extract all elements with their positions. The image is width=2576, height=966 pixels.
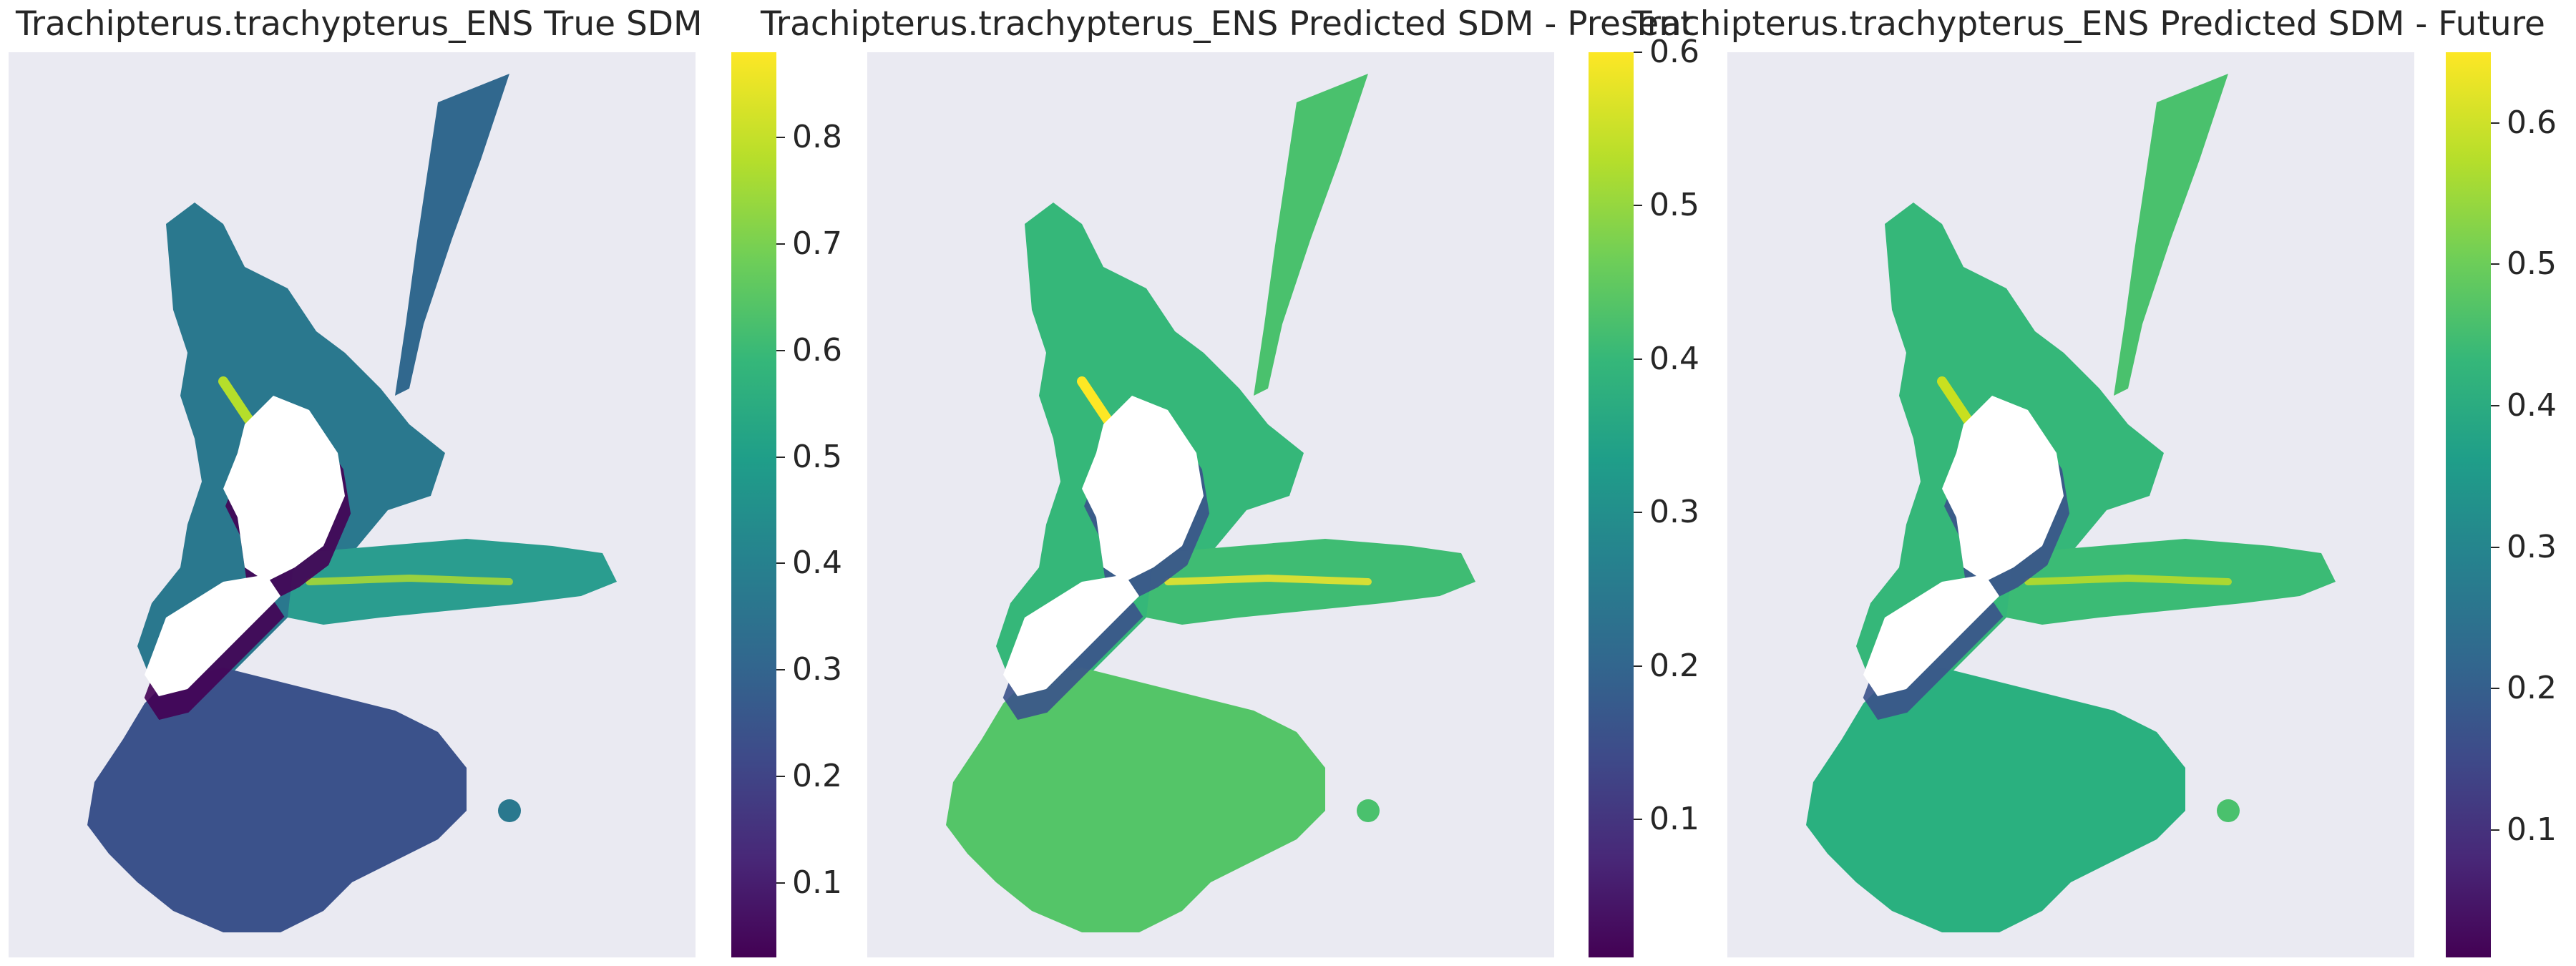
colorbar-tick-mark [776, 669, 785, 671]
colorbar-tick-label: 0.6 [2507, 104, 2557, 141]
heatmap-outlying-island [2217, 799, 2240, 822]
chart-title: Trachipterus.trachypterus_ENS True SDM [16, 4, 703, 44]
heatmap-high-ridge [1164, 574, 1372, 585]
panel-predicted-future: Trachipterus.trachypterus_ENS Predicted … [1631, 0, 2576, 966]
colorbar-tick-mark [1634, 665, 1642, 667]
land-mask-south-island [145, 575, 280, 696]
heatmap-region-south-plateau [1806, 668, 2185, 932]
colorbar-tick-label: 0.3 [792, 651, 842, 688]
colorbar-tick-mark [776, 776, 785, 777]
heatmap-outlying-island [1357, 799, 1380, 822]
colorbar-tick-label: 0.1 [1649, 801, 1699, 838]
colorbar-tick-mark [1634, 512, 1642, 514]
colorbar-tick-mark [776, 882, 785, 884]
colorbar-tick-mark [1634, 819, 1642, 821]
heatmap-region-north-strip [1254, 74, 1368, 396]
colorbar-tick-label: 0.2 [792, 758, 842, 794]
colorbar-tick-label: 0.6 [1649, 34, 1699, 70]
land-mask-north-island [223, 396, 345, 582]
colorbar-tick-mark [776, 243, 785, 245]
colorbar-tick-label: 0.2 [2507, 670, 2557, 707]
colorbar-tick-mark [776, 456, 785, 458]
panel-true-sdm: Trachipterus.trachypterus_ENS True SDM 0… [0, 0, 859, 966]
heatmap-region-south-plateau [87, 668, 467, 932]
colorbar-tick-label: 0.4 [2507, 387, 2557, 424]
heatmap-outlying-island [498, 799, 521, 822]
colorbar-tick-label: 0.3 [1649, 494, 1699, 531]
heatmap-high-ridge [2024, 574, 2232, 585]
colorbar-tick-label: 0.7 [792, 225, 842, 262]
heatmap-map [87, 74, 617, 932]
heatmap-plot-area [9, 52, 696, 957]
land-mask-south-island [1863, 575, 1999, 696]
colorbar: 0.1 0.2 0.3 0.4 0.5 0.6 [1589, 34, 1699, 957]
heatmap-region-north-strip [395, 74, 509, 396]
heatmap-map [946, 74, 1475, 932]
land-mask-north-island [1942, 396, 2064, 582]
colorbar-gradient [731, 52, 776, 957]
colorbar-tick-label: 0.6 [792, 331, 842, 369]
colorbar-tick-mark [1634, 358, 1642, 360]
panel-predicted-present: Trachipterus.trachypterus_ENS Predicted … [761, 0, 1717, 966]
land-mask-north-island [1082, 396, 1204, 582]
heatmap-region-south-plateau [946, 668, 1325, 932]
colorbar-tick-label: 0.5 [1649, 187, 1699, 224]
colorbar-tick-label: 0.5 [792, 438, 842, 475]
colorbar-tick-mark [2491, 263, 2499, 265]
colorbar-tick-mark [776, 562, 785, 565]
colorbar-tick-mark [1634, 205, 1642, 207]
colorbar: 0.1 0.2 0.3 0.4 0.5 0.6 0.7 0.8 [731, 52, 842, 957]
colorbar-tick-mark [2491, 688, 2499, 690]
colorbar-tick-mark [2491, 405, 2499, 407]
colorbar-tick-mark [2491, 546, 2499, 548]
colorbar-tick-label: 0.3 [2507, 528, 2557, 565]
colorbar-gradient [1589, 52, 1634, 957]
colorbar-tick-label: 0.4 [792, 545, 842, 582]
colorbar: 0.1 0.2 0.3 0.4 0.5 0.6 [2446, 52, 2557, 957]
heatmap-region-north-strip [2114, 74, 2228, 396]
heatmap-layer [946, 74, 1475, 932]
colorbar-tick-mark [2491, 829, 2499, 831]
heatmap-map [1806, 74, 2336, 932]
colorbar-tick-mark [2491, 122, 2499, 124]
colorbar-tick-label: 0.1 [2507, 811, 2557, 849]
chart-title: Trachipterus.trachypterus_ENS Predicted … [1631, 4, 2545, 44]
heatmap-plot-area [867, 52, 1554, 957]
heatmap-layer [87, 74, 617, 932]
colorbar-tick-mark [1634, 52, 1642, 53]
heatmap-plot-area [1727, 52, 2414, 957]
land-mask-south-island [1003, 575, 1139, 696]
colorbar-tick-label: 0.5 [2507, 245, 2557, 283]
colorbar-gradient [2446, 52, 2491, 957]
colorbar-tick-label: 0.8 [792, 119, 842, 156]
heatmap-layer [1806, 74, 2336, 932]
colorbar-tick-mark [776, 349, 785, 351]
colorbar-tick-label: 0.1 [792, 864, 842, 901]
heatmap-high-ridge [306, 574, 513, 585]
chart-title: Trachipterus.trachypterus_ENS Predicted … [761, 4, 1694, 44]
colorbar-tick-mark [776, 137, 785, 139]
colorbar-tick-label: 0.4 [1649, 340, 1699, 377]
colorbar-tick-label: 0.2 [1649, 647, 1699, 684]
